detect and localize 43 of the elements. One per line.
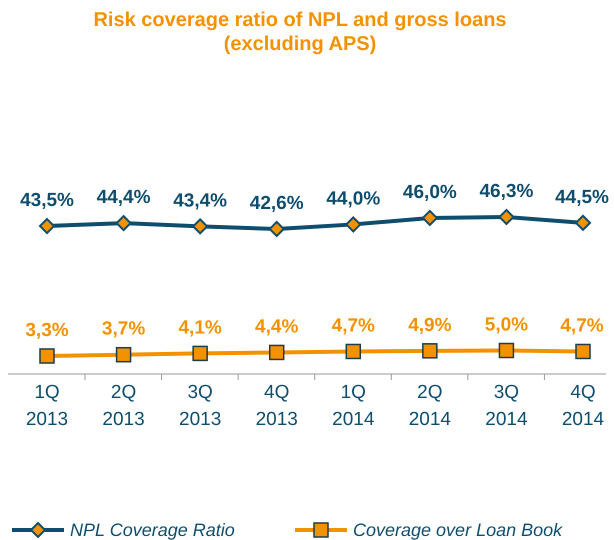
chart-title: Risk coverage ratio of NPL and gross loans (excluding APS) <box>93 9 507 55</box>
x-tick-label: 3Q 2013 <box>179 382 222 430</box>
point <box>498 209 514 225</box>
data-label: 4,1% <box>178 317 222 338</box>
data-label: 4,4% <box>255 316 298 338</box>
point <box>422 343 438 359</box>
data-label: 3,3% <box>25 320 69 341</box>
x-tick-label: 3Q 2014 <box>485 382 528 430</box>
point <box>268 220 285 237</box>
data-label: 44,5% <box>555 186 610 208</box>
data-label: 4,9% <box>408 314 452 336</box>
point <box>39 218 55 234</box>
point <box>345 216 362 232</box>
x-tick-label: 1Q 2013 <box>26 382 68 430</box>
data-label: 42,6% <box>250 192 304 214</box>
point <box>116 215 132 232</box>
data-label: 44,0% <box>326 188 380 210</box>
x-tick-label: 4Q 2014 <box>562 382 605 430</box>
point <box>498 342 514 358</box>
point <box>116 346 132 362</box>
data-label: 43,5% <box>20 190 74 212</box>
point <box>346 344 362 360</box>
data-label: 5,0% <box>484 314 528 336</box>
legend-label: Coverage over Loan Book <box>353 520 564 540</box>
x-tick-label: 2Q 2013 <box>102 382 145 430</box>
x-tick-label: 2Q 2014 <box>408 382 452 430</box>
data-label: 44,4% <box>96 187 151 208</box>
data-label: 43,4% <box>173 190 228 212</box>
x-tick-label: 4Q 2013 <box>256 382 298 430</box>
x-tick-label: 1Q 2014 <box>332 382 375 430</box>
point <box>575 214 591 231</box>
data-label: 46,0% <box>402 182 457 203</box>
point <box>192 218 208 234</box>
point <box>268 344 284 360</box>
legend-label: NPL Coverage Ratio <box>70 520 235 540</box>
data-label: 4,7% <box>560 315 604 336</box>
data-label: 46,3% <box>479 181 534 202</box>
point <box>192 346 208 362</box>
data-label: 3,7% <box>102 318 146 340</box>
point <box>39 348 55 364</box>
data-label: 4,7% <box>332 315 376 336</box>
point <box>422 210 438 226</box>
point <box>575 344 591 360</box>
